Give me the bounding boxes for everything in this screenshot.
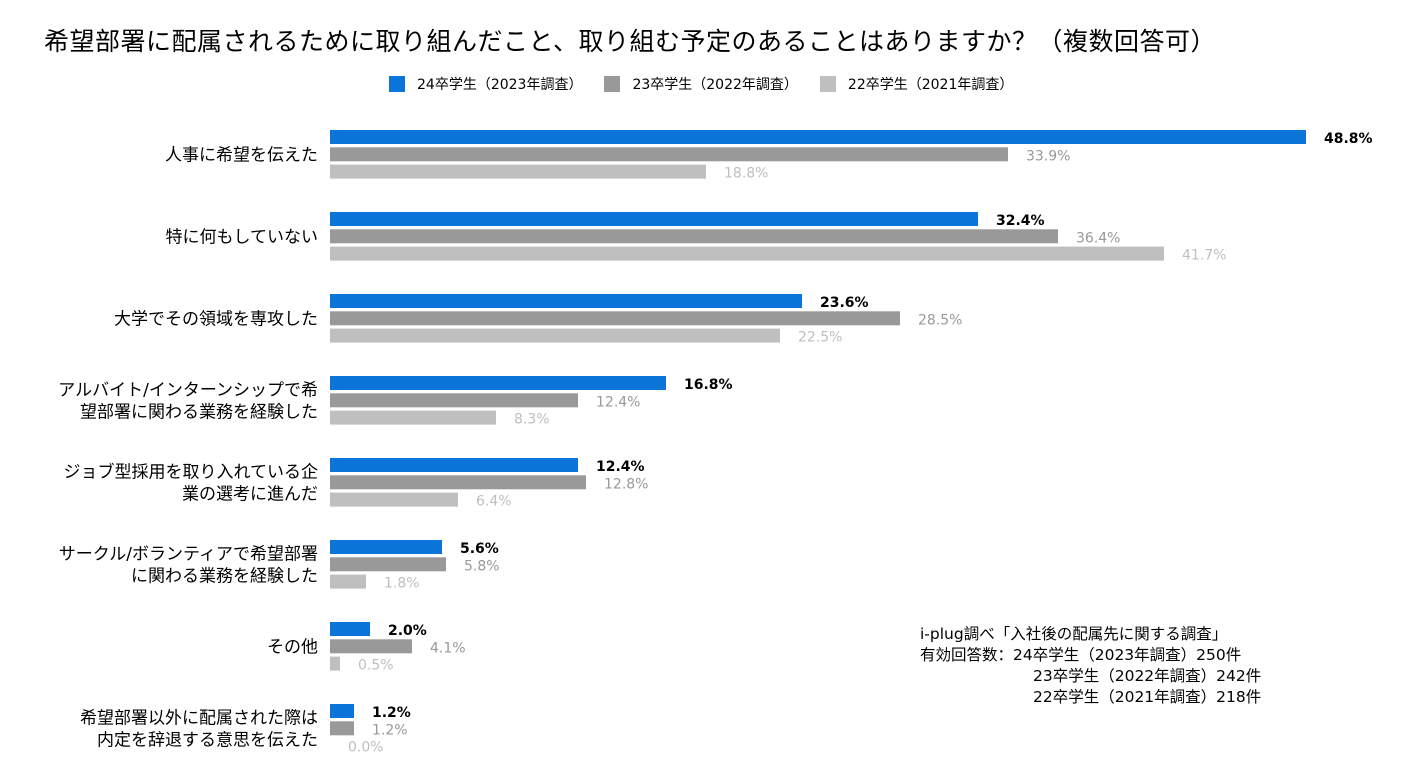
category-label: 人事に希望を伝えた — [165, 145, 318, 165]
source-line-3: 23卒学生（2022年調査）242件 — [1033, 667, 1262, 685]
data-label: 12.8% — [604, 476, 648, 492]
category-label-line: 希望部署以外に配属された際は — [80, 708, 318, 728]
category-label-line: 人事に希望を伝えた — [165, 145, 318, 165]
category-label-line: 特に何もしていない — [166, 227, 319, 247]
bar — [330, 458, 578, 472]
bar — [330, 492, 458, 507]
legend-swatch-22 — [819, 76, 836, 92]
data-label: 12.4% — [596, 459, 645, 475]
category-label: アルバイト/インターンシップで希望部署に関わる業務を経験した — [58, 380, 318, 422]
category-label-line: 大学でその領域を専攻した — [114, 309, 318, 329]
bar — [330, 246, 1164, 261]
legend-label-24: 24卒学生（2023年調査） — [417, 77, 583, 93]
data-label: 33.9% — [1026, 148, 1070, 164]
source-line-4: 22卒学生（2021年調査）218件 — [1033, 688, 1262, 706]
category-label-line: アルバイト/インターンシップで希 — [58, 380, 318, 400]
bar — [330, 147, 1008, 162]
category-label: 大学でその領域を専攻した — [114, 309, 318, 329]
legend-item-24: 24卒学生（2023年調査） — [389, 74, 582, 94]
bar — [330, 557, 446, 572]
category-label: 特に何もしていない — [166, 227, 319, 247]
data-label: 1.2% — [372, 722, 408, 738]
bar — [330, 311, 900, 326]
source-line-2: 有効回答数：24卒学生（2023年調査）250件 — [920, 646, 1242, 664]
data-label: 22.5% — [798, 330, 842, 346]
bar — [330, 639, 412, 654]
source-line-1: i-plug調べ「入社後の配属先に関する調査」 — [920, 625, 1228, 643]
bar — [330, 229, 1058, 244]
bar — [330, 410, 496, 425]
legend-swatch-24 — [389, 76, 405, 92]
bar — [330, 376, 666, 390]
bar — [330, 393, 578, 408]
data-label: 16.8% — [684, 377, 733, 393]
category-label-line: に関わる業務を経験した — [131, 566, 318, 586]
bar — [330, 328, 780, 343]
bar — [330, 475, 586, 490]
data-label: 28.5% — [918, 312, 962, 328]
category-label-line: サークル/ボランティアで希望部署 — [59, 544, 318, 564]
category-label: サークル/ボランティアで希望部署に関わる業務を経験した — [59, 544, 318, 586]
data-label: 23.6% — [820, 295, 869, 311]
data-label: 48.8% — [1324, 131, 1373, 147]
legend-label-22: 22卒学生（2021年調査） — [847, 77, 1014, 93]
category-label-line: その他 — [267, 637, 318, 657]
data-label: 32.4% — [996, 213, 1045, 229]
bar — [330, 704, 354, 718]
bar — [330, 212, 978, 226]
category-label: その他 — [267, 637, 318, 657]
data-label: 2.0% — [388, 623, 427, 639]
data-label: 0.0% — [348, 740, 384, 756]
source-note: i-plug調べ「入社後の配属先に関する調査」 有効回答数：24卒学生（2023… — [920, 624, 1261, 708]
category-label: ジョブ型採用を取り入れている企業の選考に進んだ — [64, 461, 319, 504]
category-label-line: 内定を辞退する意思を伝えた — [97, 730, 318, 750]
chart-title: 希望部署に配属されるために取り組んだこと、取り組む予定のあることはありますか？（… — [44, 27, 1217, 56]
bar — [330, 656, 340, 671]
bar — [330, 164, 706, 179]
data-label: 1.2% — [372, 705, 411, 721]
data-label: 41.7% — [1182, 248, 1226, 264]
category-label-line: ジョブ型採用を取り入れている企 — [64, 461, 319, 482]
legend-swatch-23 — [604, 76, 621, 92]
data-label: 0.5% — [358, 658, 394, 674]
bar — [330, 130, 1306, 144]
data-label: 36.4% — [1076, 230, 1120, 246]
bar — [330, 622, 370, 636]
legend-label-23: 23卒学生（2022年調査） — [632, 77, 798, 93]
data-label: 5.8% — [464, 558, 500, 574]
data-label: 12.4% — [596, 394, 640, 410]
bar — [330, 574, 366, 589]
category-label-line: 望部署に関わる業務を経験した — [80, 402, 318, 422]
legend-item-23: 23卒学生（2022年調査） — [604, 74, 798, 94]
bar — [330, 294, 802, 308]
legend: 24卒学生（2023年調査） 23卒学生（2022年調査） 22卒学生（2021… — [389, 74, 1013, 94]
data-label: 6.4% — [476, 494, 512, 510]
data-label: 8.3% — [514, 412, 550, 428]
category-label-line: 業の選考に進んだ — [182, 484, 318, 504]
data-label: 4.1% — [430, 640, 466, 656]
bar — [330, 721, 354, 736]
data-label: 5.6% — [460, 541, 499, 557]
bar — [330, 540, 442, 554]
legend-item-22: 22卒学生（2021年調査） — [819, 74, 1014, 94]
category-label: 希望部署以外に配属された際は内定を辞退する意思を伝えた — [80, 708, 318, 750]
data-label: 1.8% — [384, 576, 420, 592]
data-label: 18.8% — [724, 166, 768, 182]
